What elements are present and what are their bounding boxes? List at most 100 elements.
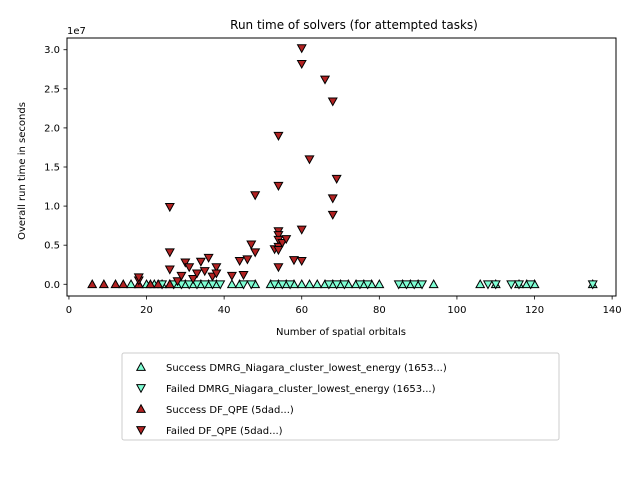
data-point — [234, 256, 245, 267]
data-point — [525, 280, 536, 290]
data-point — [191, 280, 203, 290]
data-point — [238, 271, 249, 281]
data-point — [250, 191, 261, 201]
data-point — [277, 280, 288, 290]
data-point — [191, 269, 203, 279]
data-point — [164, 279, 175, 289]
data-point — [133, 273, 144, 283]
data-point — [482, 280, 494, 290]
legend-marker — [135, 426, 147, 436]
data-point — [327, 97, 338, 107]
data-point — [226, 271, 237, 281]
data-point — [203, 253, 214, 263]
data-point — [110, 279, 121, 289]
data-point — [393, 280, 404, 290]
data-point — [172, 277, 183, 287]
data-point — [374, 279, 385, 289]
x-tick-label: 120 — [525, 305, 544, 316]
data-point — [176, 271, 187, 281]
data-point — [285, 280, 296, 290]
data-point — [277, 238, 288, 249]
data-point — [199, 280, 210, 290]
data-point — [184, 263, 195, 273]
y-tick-label: 2.0 — [44, 123, 60, 134]
data-point — [269, 280, 280, 290]
legend-label: Success DMRG_Niagara_cluster_lowest_ener… — [166, 363, 447, 374]
data-point — [250, 248, 261, 258]
series-3 — [133, 44, 342, 287]
x-tick-label: 140 — [603, 305, 622, 316]
x-tick-label: 40 — [218, 305, 231, 316]
data-point — [273, 263, 284, 273]
data-point — [513, 280, 525, 290]
data-point — [125, 279, 137, 289]
data-point — [319, 75, 331, 85]
data-point — [304, 155, 315, 165]
data-point — [87, 279, 98, 289]
chart-title: Run time of solvers (for attempted tasks… — [230, 18, 478, 32]
y-tick-label: 0.5 — [44, 241, 60, 252]
data-point — [312, 279, 323, 289]
data-point — [211, 263, 222, 273]
legend-marker — [135, 403, 147, 413]
data-point — [199, 267, 210, 277]
data-point — [273, 231, 284, 241]
plot-frame — [66, 37, 617, 297]
data-point — [246, 280, 257, 290]
data-point — [215, 280, 226, 290]
data-point — [188, 274, 199, 285]
data-point — [195, 257, 206, 267]
data-point — [281, 235, 292, 245]
data-point — [327, 194, 338, 204]
y-axis-label: Overall run time in seconds — [17, 102, 28, 240]
data-point — [296, 279, 307, 289]
data-point — [273, 246, 284, 256]
x-tick-label: 0 — [66, 305, 72, 316]
series-1 — [157, 280, 598, 290]
data-point — [490, 280, 501, 290]
data-point — [327, 210, 338, 220]
data-point — [246, 240, 257, 250]
data-point — [506, 280, 517, 290]
data-point — [475, 279, 486, 289]
y-tick-label: 0.0 — [44, 280, 60, 291]
legend-label: Failed DMRG_Niagara_cluster_lowest_energ… — [166, 384, 436, 395]
data-point — [164, 203, 175, 213]
data-point — [211, 269, 222, 279]
legend-frame — [121, 352, 560, 441]
data-point — [238, 280, 249, 290]
data-point — [587, 280, 598, 290]
data-point — [331, 174, 342, 184]
y-tick-label: 3.0 — [44, 45, 60, 56]
x-tick-label: 80 — [373, 305, 386, 316]
data-point — [304, 279, 315, 289]
legend: Success DMRG_Niagara_cluster_lowest_ener… — [121, 352, 560, 441]
data-point — [226, 279, 237, 289]
legend-label: Failed DF_QPE (5dad...) — [166, 426, 283, 437]
data-point — [184, 280, 195, 290]
data-point — [273, 181, 284, 191]
data-point — [339, 280, 350, 290]
y-tick-label: 1.5 — [44, 163, 60, 174]
x-axis-label: Number of spatial orbitals — [276, 327, 406, 338]
data-point — [296, 59, 307, 70]
x-tick-label: 100 — [447, 305, 466, 316]
legend-marker — [135, 361, 147, 371]
data-point — [180, 258, 191, 268]
data-point — [416, 280, 428, 290]
data-point — [331, 280, 342, 290]
data-point — [164, 248, 175, 258]
data-point — [98, 279, 109, 289]
y-tick-label: 2.5 — [44, 84, 60, 95]
data-point — [296, 256, 307, 267]
y-offset-label: 1e7 — [67, 26, 86, 37]
data-point — [153, 279, 164, 289]
x-tick-label: 60 — [295, 305, 308, 316]
data-point — [145, 279, 156, 289]
data-point — [273, 131, 284, 141]
data-point — [164, 265, 175, 275]
y-tick-label: 1.0 — [44, 202, 60, 213]
data-point — [118, 279, 129, 289]
data-point — [401, 280, 412, 290]
